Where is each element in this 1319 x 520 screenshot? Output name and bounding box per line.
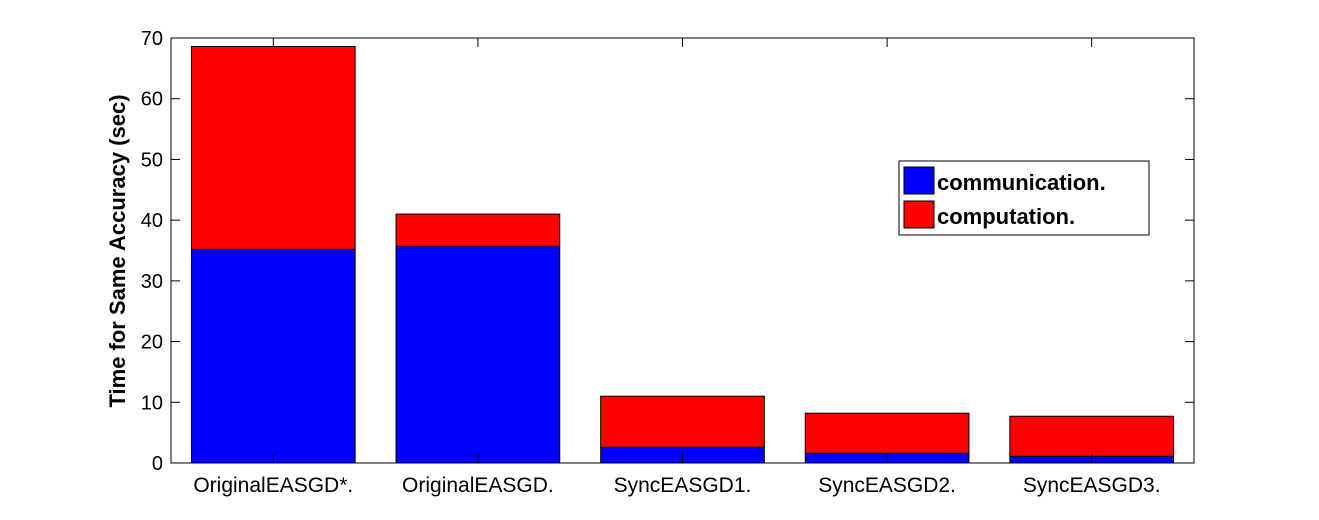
y-tick-label-50: 50 [141, 149, 163, 171]
legend-box [898, 160, 1150, 236]
bar-communication-1 [190, 248, 356, 464]
y-tick-label-60: 60 [141, 89, 163, 111]
y-axis-label: Time for Same Accuracy (sec) [105, 94, 130, 407]
y-tick-label-70: 70 [141, 28, 163, 50]
legend: communication. computation. [898, 160, 1150, 236]
y-tick-label-10: 10 [141, 392, 163, 414]
bar-communication-2 [395, 245, 561, 464]
legend-swatch-computation [903, 200, 935, 229]
x-category-label-4: SyncEASGD2. [818, 474, 956, 497]
x-axis-labels: OriginalEASGD*. OriginalEASGD. SyncEASGD1.… [193, 38, 1161, 497]
y-tick-label-40: 40 [141, 210, 163, 232]
bar-computation-4 [804, 412, 970, 454]
x-category-label-5: SyncEASGD3. [1023, 474, 1161, 497]
y-tick-label-0: 0 [152, 453, 163, 475]
y-tick-label-30: 30 [141, 271, 163, 293]
legend-label-computation: computation. [937, 204, 1075, 229]
x-category-label-2: OriginalEASGD. [402, 474, 554, 497]
bar-computation-2 [395, 213, 561, 247]
legend-label-communication: communication. [937, 170, 1106, 195]
bar-computation-1 [190, 46, 356, 250]
x-category-label-1: OriginalEASGD*. [193, 474, 353, 497]
bar-computation-3 [600, 395, 765, 448]
y-tick-label-20: 20 [141, 332, 163, 354]
y-axis-ticks: 0 10 20 30 40 50 60 70 [141, 28, 1194, 475]
legend-swatch-communication [903, 166, 935, 195]
x-category-label-3: SyncEASGD1. [614, 474, 752, 497]
bars-group [190, 46, 1175, 464]
bar-computation-5 [1009, 415, 1175, 457]
